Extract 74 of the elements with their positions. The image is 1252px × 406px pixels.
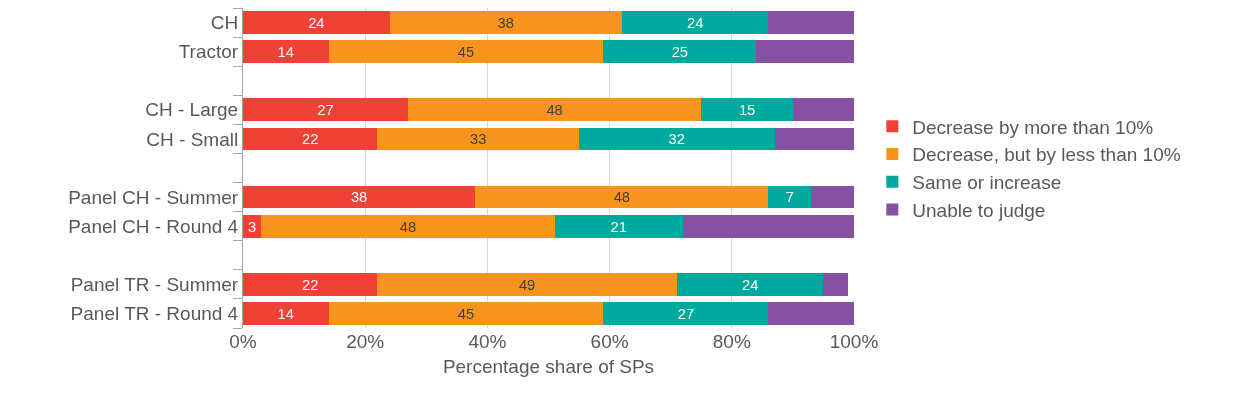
bar: [768, 185, 812, 209]
y-tick-label: Tractor: [178, 41, 239, 63]
bar: [377, 273, 677, 296]
bar: [243, 40, 329, 63]
y-tick-label: Panel CH - Round 4: [68, 215, 239, 237]
bar: [243, 185, 476, 209]
x-tick-label: 20%: [346, 331, 385, 352]
bar: [823, 273, 848, 296]
data-label: 21: [610, 218, 627, 235]
bar: [756, 40, 854, 63]
y-tick-label: Panel TR - Summer: [70, 274, 239, 296]
legend-label: Unable to judge: [912, 199, 1046, 221]
bar: [377, 127, 580, 151]
data-label: 48: [546, 102, 563, 119]
x-tick-label: 40%: [468, 331, 507, 352]
x-tick-label: 100%: [829, 331, 879, 352]
data-label: 32: [668, 131, 685, 148]
data-label: 38: [350, 189, 368, 206]
data-label: 24: [741, 276, 759, 293]
bar: [603, 40, 757, 63]
bar: [768, 11, 854, 34]
data-label: 48: [613, 189, 631, 206]
data-label: 15: [738, 102, 756, 119]
bar: [792, 98, 854, 122]
data-label: 49: [518, 276, 536, 293]
bar: [603, 302, 769, 325]
data-label: 22: [302, 131, 319, 148]
data-label: 22: [302, 276, 319, 293]
data-label: 38: [497, 14, 514, 31]
data-label: 48: [399, 218, 417, 235]
bar: [682, 214, 854, 238]
bar: [774, 127, 854, 151]
legend-label: Decrease, but by less than 10%: [912, 144, 1181, 166]
y-tick-label: CH - Small: [146, 128, 239, 150]
bar: [407, 98, 702, 122]
bar: [243, 98, 408, 122]
bar: [243, 302, 329, 325]
bar: [243, 273, 378, 296]
legend-label: Same or increase: [912, 172, 1062, 194]
y-tick-label: CH: [210, 12, 239, 34]
bar: [579, 127, 775, 151]
x-tick-label: 0%: [229, 331, 257, 352]
data-label: 25: [671, 44, 689, 61]
x-tick-label: 80%: [712, 331, 751, 352]
y-tick-label: CH - Large: [145, 99, 239, 121]
bar: [389, 11, 622, 34]
bar: [475, 185, 769, 209]
data-label: 7: [785, 189, 794, 206]
legend-label: Decrease by more than 10%: [912, 116, 1154, 138]
data-label: 24: [686, 14, 704, 31]
bar: [811, 185, 854, 209]
bar: [554, 214, 683, 238]
bar: [768, 302, 854, 325]
bar: [243, 127, 378, 151]
bar: [328, 302, 604, 325]
data-label: 27: [677, 305, 695, 322]
bar: [328, 40, 604, 63]
bar: [261, 214, 555, 238]
data-label: 27: [317, 102, 334, 119]
y-tick-label: Panel CH - Summer: [68, 186, 239, 208]
x-axis-title: Percentage share of SPs: [442, 355, 655, 377]
data-label: 33: [470, 131, 487, 148]
bar: [676, 273, 824, 296]
x-tick-label: 60%: [590, 331, 629, 352]
bar: [621, 11, 769, 34]
data-label: 14: [277, 44, 294, 61]
y-tick-label: Panel TR - Round 4: [70, 303, 239, 325]
data-label: 3: [248, 218, 257, 235]
bar: [701, 98, 793, 122]
bar: [243, 11, 390, 34]
data-label: 45: [457, 305, 475, 322]
data-label: 45: [457, 44, 475, 61]
data-label: 14: [277, 305, 294, 322]
data-label: 24: [308, 14, 325, 31]
